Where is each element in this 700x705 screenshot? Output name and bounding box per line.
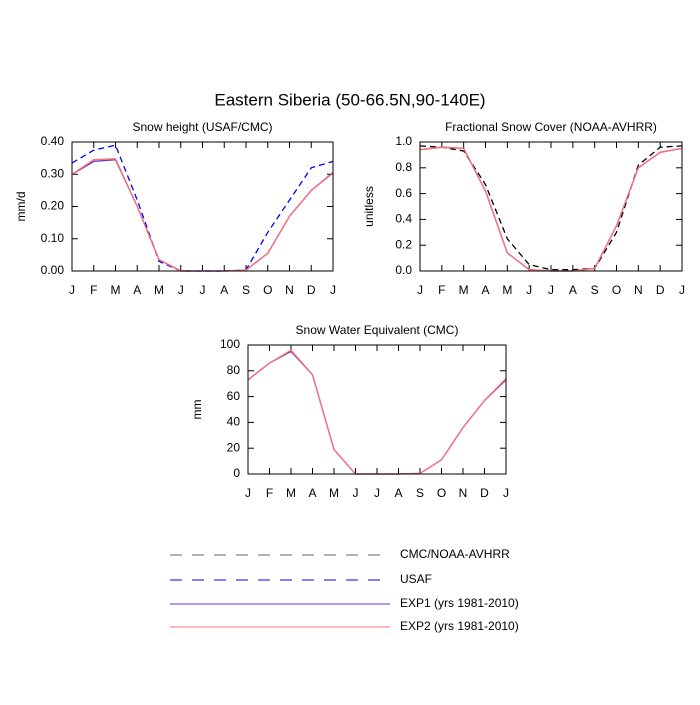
legend-label: CMC/NOAA-AVHRR xyxy=(400,547,510,561)
series-line xyxy=(247,350,507,475)
y-tick-label: 0.10 xyxy=(41,231,65,245)
y-tick-label: 100 xyxy=(220,337,240,351)
x-tick-label: D xyxy=(656,283,665,297)
x-tick-label: F xyxy=(90,283,97,297)
y-tick-label: 0.20 xyxy=(41,199,65,213)
legend-label: EXP2 (yrs 1981-2010) xyxy=(400,619,519,633)
x-tick-label: S xyxy=(591,283,599,297)
x-tick-label: A xyxy=(308,486,316,500)
plot-frame xyxy=(419,141,683,272)
y-tick-label: 0.4 xyxy=(395,212,412,226)
y-tick-label: 0.6 xyxy=(395,186,412,200)
y-tick-label: 80 xyxy=(227,363,241,377)
x-tick-label: D xyxy=(480,486,489,500)
x-tick-label: N xyxy=(459,486,468,500)
plot-frame xyxy=(71,141,334,272)
panel-title: Snow height (USAF/CMC) xyxy=(132,120,272,134)
y-tick-label: 0.8 xyxy=(395,160,412,174)
y-tick-label: 0.0 xyxy=(395,263,412,277)
series-line xyxy=(419,146,683,272)
x-tick-label: N xyxy=(634,283,643,297)
x-tick-label: S xyxy=(416,486,424,500)
x-tick-label: J xyxy=(245,486,251,500)
x-tick-label: N xyxy=(285,283,294,297)
x-tick-label: O xyxy=(263,283,272,297)
x-tick-label: J xyxy=(503,486,509,500)
x-tick-label: J xyxy=(526,283,532,297)
y-tick-label: 0.30 xyxy=(41,166,65,180)
x-tick-label: S xyxy=(242,283,250,297)
x-tick-label: O xyxy=(612,283,621,297)
series-line xyxy=(247,349,507,475)
y-axis-label: mm xyxy=(190,400,204,420)
x-tick-label: J xyxy=(548,283,554,297)
y-tick-label: 0 xyxy=(233,466,240,480)
y-tick-label: 40 xyxy=(227,415,241,429)
x-tick-label: J xyxy=(330,283,336,297)
x-tick-label: A xyxy=(569,283,577,297)
x-tick-label: A xyxy=(133,283,141,297)
y-tick-label: 20 xyxy=(227,440,241,454)
x-tick-label: F xyxy=(438,283,445,297)
x-tick-label: M xyxy=(459,283,469,297)
x-tick-label: J xyxy=(374,486,380,500)
x-tick-label: J xyxy=(679,283,685,297)
x-tick-label: J xyxy=(69,283,75,297)
x-tick-label: O xyxy=(437,486,446,500)
x-tick-label: A xyxy=(394,486,402,500)
x-tick-label: M xyxy=(286,486,296,500)
series-line xyxy=(71,159,334,272)
x-tick-label: D xyxy=(307,283,316,297)
series-line xyxy=(71,144,334,272)
series-line xyxy=(419,145,683,271)
y-axis-label: unitless xyxy=(362,186,376,227)
x-tick-label: M xyxy=(111,283,121,297)
plot-frame xyxy=(247,344,507,475)
x-tick-label: J xyxy=(417,283,423,297)
y-tick-label: 0.40 xyxy=(41,134,65,148)
y-axis-label: mm/d xyxy=(14,192,28,222)
x-tick-label: J xyxy=(178,283,184,297)
panel-title: Snow Water Equivalent (CMC) xyxy=(296,323,459,337)
x-tick-label: J xyxy=(200,283,206,297)
x-tick-label: M xyxy=(329,486,339,500)
legend-label: EXP1 (yrs 1981-2010) xyxy=(400,596,519,610)
x-tick-label: J xyxy=(353,486,359,500)
series-line xyxy=(71,158,334,272)
x-tick-label: A xyxy=(220,283,228,297)
series-line xyxy=(419,146,683,272)
y-tick-label: 60 xyxy=(227,389,241,403)
legend-label: USAF xyxy=(400,572,432,586)
x-tick-label: F xyxy=(266,486,273,500)
panel-title: Fractional Snow Cover (NOAA-AVHRR) xyxy=(445,120,657,134)
x-tick-label: M xyxy=(154,283,164,297)
y-tick-label: 1.0 xyxy=(395,134,412,148)
x-tick-label: M xyxy=(502,283,512,297)
y-tick-label: 0.2 xyxy=(395,237,412,251)
y-tick-label: 0.00 xyxy=(41,263,65,277)
figure-title: Eastern Siberia (50-66.5N,90-140E) xyxy=(214,90,485,109)
x-tick-label: A xyxy=(481,283,489,297)
